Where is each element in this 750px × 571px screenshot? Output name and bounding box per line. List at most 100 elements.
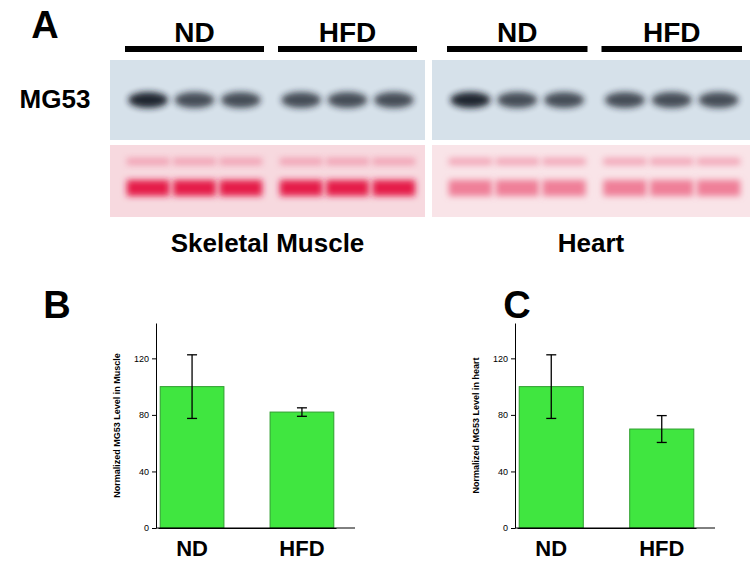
ponceau-band [173, 180, 216, 196]
error-bar-stem [551, 355, 552, 419]
ponceau-band [496, 158, 539, 165]
y-tick: 120 [134, 354, 156, 364]
ponceau-band [650, 180, 693, 196]
x-axis: ND HFD [159, 528, 337, 561]
ponceau-membrane [432, 145, 750, 217]
error-bar-cap [657, 415, 667, 416]
y-axis-title: Normalized MG53 Level in heart [471, 357, 481, 493]
ponceau-band [697, 180, 740, 196]
figure: AMG53NDHFDSkeletal MuscleNDHFDHeartB0408… [0, 0, 750, 571]
ponceau-band [542, 180, 585, 196]
ponceau-band [372, 158, 415, 165]
error-bar [187, 355, 197, 419]
ponceau-band [219, 158, 262, 165]
ponceau-band [496, 180, 539, 196]
ponceau-band [449, 180, 492, 196]
y-axis-line [515, 324, 516, 529]
blot-panel: AMG53NDHFDSkeletal MuscleNDHFDHeart [20, 4, 750, 258]
blot-band [221, 92, 261, 108]
error-bar-cap [657, 442, 667, 443]
condition-label: HFD [319, 17, 377, 48]
blot-band [175, 92, 215, 108]
x-axis-line [515, 528, 715, 529]
ponceau-band [697, 158, 740, 165]
x-tick: HFD [279, 528, 324, 561]
condition-label: HFD [643, 17, 701, 48]
ponceau-band [372, 180, 415, 196]
ponceau-band [449, 158, 492, 165]
ponceau-band [280, 180, 323, 196]
y-tick-label: 120 [493, 354, 508, 364]
group-label: Skeletal Muscle [171, 228, 365, 258]
ponceau-band [326, 158, 369, 165]
ponceau-band [650, 158, 693, 165]
y-axis-title: Normalized MG53 Level in Muscle [112, 353, 122, 498]
blot-band [328, 92, 368, 108]
ponceau-band [219, 180, 262, 196]
y-tick-mark [152, 415, 156, 416]
y-tick-mark [152, 471, 156, 472]
ponceau-band [280, 158, 323, 165]
ponceau-band [127, 180, 170, 196]
y-axis: 0 40 80 120 [493, 324, 516, 534]
ponceau-band [603, 158, 646, 165]
y-tick-mark [511, 415, 515, 416]
y-tick: 0 [144, 523, 156, 533]
y-tick-label: 40 [139, 467, 149, 477]
y-tick: 120 [493, 354, 515, 364]
bar [270, 412, 334, 528]
x-axis-domain [518, 528, 697, 529]
y-tick: 40 [139, 467, 156, 477]
error-bar-cap [187, 354, 197, 355]
blot-band [450, 92, 490, 108]
panel-letter: B [43, 284, 70, 326]
y-tick: 40 [498, 467, 515, 477]
blot-membrane [432, 60, 750, 140]
error-bar-cap [187, 418, 197, 419]
y-tick-mark [511, 528, 515, 529]
blot-membrane [110, 60, 425, 140]
error-bar-stem [661, 416, 662, 443]
ponceau-membrane [110, 145, 425, 217]
x-tick: HFD [639, 528, 684, 561]
ponceau-band [603, 180, 646, 196]
x-axis-domain [159, 528, 337, 529]
bar-panel: C04080120NDHFDNormalized MG53 Level in h… [471, 284, 715, 561]
x-tick-label: ND [176, 536, 208, 561]
error-bar [297, 408, 307, 416]
y-tick: 80 [498, 410, 515, 420]
condition-label: ND [497, 17, 537, 48]
y-tick-mark [511, 471, 515, 472]
y-axis-line [156, 324, 157, 529]
plot-area [519, 355, 694, 528]
blot-band [374, 92, 414, 108]
blot-group: ND HFD Skeletal Muscle [110, 17, 425, 258]
y-tick-mark [511, 358, 515, 359]
x-tick-label: HFD [639, 536, 684, 561]
y-tick-label: 40 [498, 467, 508, 477]
x-tick: ND [176, 528, 208, 561]
error-bar-stem [191, 355, 192, 419]
error-bar [657, 416, 667, 443]
error-bar [546, 355, 556, 419]
ponceau-band [127, 158, 170, 165]
ponceau-band [326, 180, 369, 196]
blot-group: ND HFD Heart [432, 17, 750, 258]
y-tick-mark [152, 528, 156, 529]
x-axis: ND HFD [518, 528, 697, 561]
blot-band [605, 92, 645, 108]
y-tick-label: 0 [503, 523, 508, 533]
blot-band [699, 92, 739, 108]
y-tick-label: 120 [134, 354, 149, 364]
group-label: Heart [558, 228, 625, 258]
x-tick: ND [535, 528, 567, 561]
ponceau-band [542, 158, 585, 165]
bar [630, 429, 694, 528]
x-axis-line [156, 528, 355, 529]
blot-band [544, 92, 584, 108]
blot-band [281, 92, 321, 108]
condition-label: ND [174, 17, 214, 48]
blot-band [128, 92, 168, 108]
blot-band [497, 92, 537, 108]
panel-letter: A [31, 4, 58, 46]
